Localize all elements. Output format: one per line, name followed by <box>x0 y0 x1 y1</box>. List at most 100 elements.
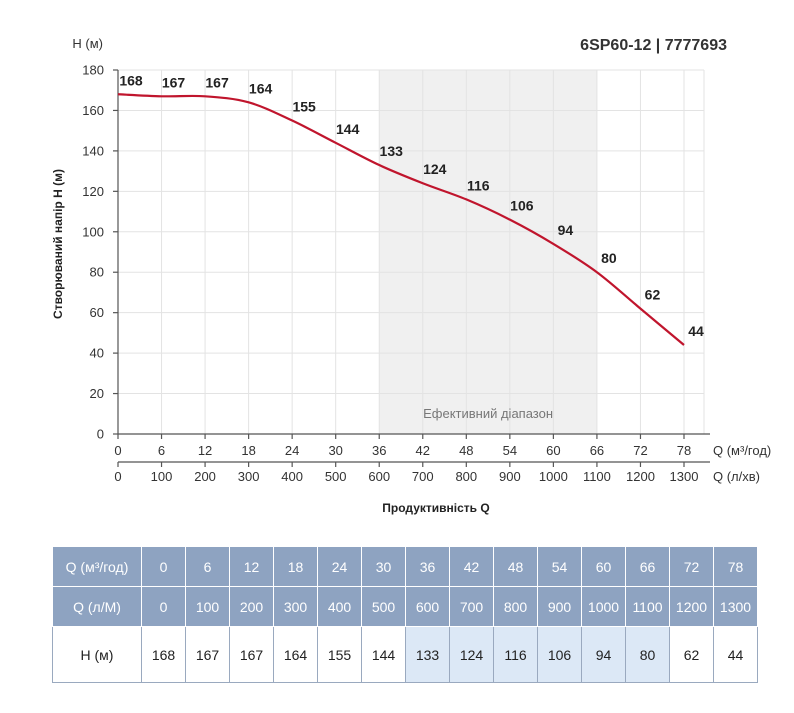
table-cell: 200 <box>229 586 274 627</box>
x-axis-title: Продуктивність Q <box>382 501 489 515</box>
axes <box>113 69 710 467</box>
y-tick-label: 80 <box>90 265 104 280</box>
tick-labels: 0204060801001201401601800061001220018300… <box>82 63 698 485</box>
table-cell: 12 <box>229 546 274 587</box>
x-tick-label: 54 <box>503 443 517 458</box>
data-label: 124 <box>423 161 447 177</box>
y-tick-label: 120 <box>82 184 104 199</box>
table-cell: 124 <box>449 626 494 683</box>
table-cell: 18 <box>273 546 318 587</box>
table-cell: 133 <box>405 626 450 683</box>
x-tick-label: 48 <box>459 443 473 458</box>
data-label: 44 <box>688 323 704 339</box>
pump-performance-chart: 0204060801001201401601800061001220018300… <box>51 36 771 515</box>
table-cell: 400 <box>317 586 362 627</box>
table-cell: 94 <box>581 626 626 683</box>
table-cell: 700 <box>449 586 494 627</box>
series-line <box>117 93 685 346</box>
table-cell: 106 <box>537 626 582 683</box>
data-label: 80 <box>601 250 617 266</box>
table-cell: 30 <box>361 546 406 587</box>
grid <box>117 69 705 435</box>
data-labels: 168 167 167 164 155 144 133 124 116 106 94 80 62 44 <box>119 72 704 339</box>
data-label: 106 <box>510 198 534 214</box>
x-unit-label-m3h: Q (м³/год) <box>713 443 771 458</box>
table-cell: 60 <box>581 546 626 587</box>
efficient-range-label: Ефективний діапазон <box>423 406 553 421</box>
table-cell: 116 <box>493 626 538 683</box>
x2-tick-label: 500 <box>325 469 347 484</box>
row-label: Q (м³/год) <box>52 546 142 587</box>
table-cell: 6 <box>185 546 230 587</box>
x-tick-label: 0 <box>114 443 121 458</box>
x2-tick-label: 300 <box>238 469 260 484</box>
table-cell: 66 <box>625 546 670 587</box>
table-cell: 144 <box>361 626 406 683</box>
x2-tick-label: 900 <box>499 469 521 484</box>
data-label: 116 <box>467 177 490 193</box>
x2-tick-label: 1300 <box>670 469 699 484</box>
efficient-range-band <box>379 70 597 434</box>
y-axis-title: Створюваний напір H (м) <box>51 169 65 319</box>
head-row: H (м) 168 167 167 164 155 144 133 124 116 106 94 80 6… <box>52 626 758 683</box>
x2-tick-label: 200 <box>194 469 216 484</box>
x2-tick-label: 400 <box>281 469 303 484</box>
table-cell: 500 <box>361 586 406 627</box>
x-tick-label: 66 <box>590 443 604 458</box>
y-tick-label: 140 <box>82 143 104 158</box>
y-tick-label: 40 <box>90 346 104 361</box>
x-tick-label: 36 <box>372 443 386 458</box>
table-cell: 900 <box>537 586 582 627</box>
table-cell: 167 <box>185 626 230 683</box>
table-cell: 0 <box>141 546 186 587</box>
table-cell: 167 <box>229 626 274 683</box>
x-tick-label: 72 <box>633 443 647 458</box>
table-cell: 1200 <box>669 586 714 627</box>
table-cell: 78 <box>713 546 758 587</box>
chart-title: 6SP60-12 | 7777693 <box>580 37 727 54</box>
data-label: 155 <box>292 99 316 115</box>
y-tick-label: 20 <box>90 386 104 401</box>
data-label: 133 <box>380 143 404 159</box>
table-cell: 100 <box>185 586 230 627</box>
x-tick-label: 30 <box>328 443 342 458</box>
table-cell: 36 <box>405 546 450 587</box>
data-label: 94 <box>558 222 574 238</box>
table-cell: 300 <box>273 586 318 627</box>
x2-tick-label: 100 <box>151 469 173 484</box>
table-cell: 80 <box>625 626 670 683</box>
table-cell: 62 <box>669 626 714 683</box>
row-label: H (м) <box>52 626 142 683</box>
table-cell: 155 <box>317 626 362 683</box>
x-tick-label: 18 <box>241 443 255 458</box>
y-tick-label: 160 <box>82 103 104 118</box>
y-tick-label: 0 <box>97 427 104 442</box>
y-unit-label: H (м) <box>72 36 103 51</box>
table-cell: 42 <box>449 546 494 587</box>
table-cell: 54 <box>537 546 582 587</box>
table-cell: 44 <box>713 626 758 683</box>
table-cell: 1100 <box>625 586 670 627</box>
table-cell: 48 <box>493 546 538 587</box>
x-tick-label: 6 <box>158 443 165 458</box>
table-cell: 164 <box>273 626 318 683</box>
table-cell: 72 <box>669 546 714 587</box>
data-label: 62 <box>645 287 661 303</box>
x2-tick-label: 1000 <box>539 469 568 484</box>
row-label: Q (л/М) <box>52 586 142 627</box>
x2-tick-label: 1200 <box>626 469 655 484</box>
x-tick-label: 12 <box>198 443 212 458</box>
y-tick-label: 100 <box>82 224 104 239</box>
table-cell: 600 <box>405 586 450 627</box>
y-tick-label: 180 <box>82 63 104 78</box>
table-cell: 0 <box>141 586 186 627</box>
x-tick-label: 42 <box>416 443 430 458</box>
x2-tick-label: 800 <box>455 469 477 484</box>
x-tick-label: 60 <box>546 443 560 458</box>
table-cell: 24 <box>317 546 362 587</box>
data-label: 167 <box>162 74 186 90</box>
q-m3h-row: Q (м³/год) 0 6 12 18 24 30 36 42 48 54 60 66 72 78 <box>52 546 758 587</box>
x-tick-label: 78 <box>677 443 691 458</box>
x-tick-label: 24 <box>285 443 299 458</box>
x2-tick-label: 700 <box>412 469 434 484</box>
